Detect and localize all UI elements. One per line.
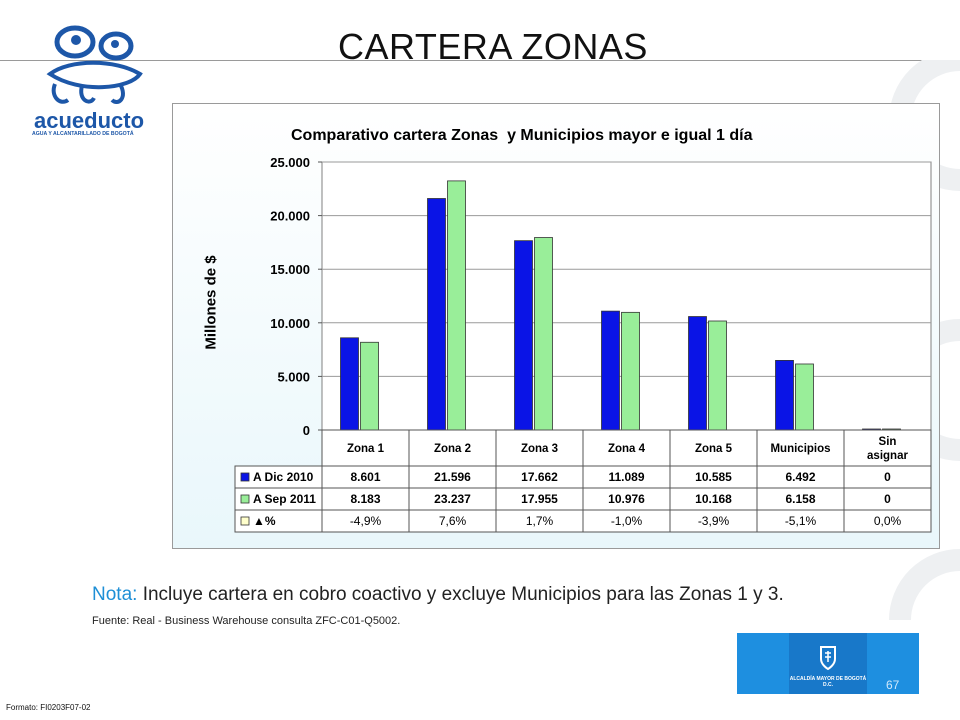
data-label: 23.237 [434, 492, 471, 506]
bar-dic-2010 [688, 316, 707, 431]
source-line: Fuente: Real - Business Warehouse consul… [92, 615, 401, 627]
y-tick-label: 0 [303, 423, 310, 438]
data-label: 10.585 [695, 470, 732, 484]
data-label: 6.492 [785, 470, 815, 484]
category-label: Municipios [770, 443, 830, 455]
bar-sep-2011 [534, 237, 553, 431]
data-label: 0,0% [874, 514, 902, 528]
chart-frame: Comparativo cartera Zonas y Municipios m… [172, 103, 940, 549]
data-label: 11.089 [608, 470, 644, 484]
y-tick-label: 25.000 [270, 155, 310, 170]
logo-subtitle: AGUA Y ALCANTARILLADO DE BOGOTÁ [32, 131, 134, 137]
bar-sep-2011 [447, 180, 466, 431]
bar-dic-2010 [601, 310, 620, 431]
data-label: 8.601 [350, 470, 380, 484]
coat-of-arms-icon [820, 646, 836, 671]
legend-swatch [240, 472, 250, 482]
legend-label: A Sep 2011 [253, 492, 316, 506]
legend-label: A Dic 2010 [253, 470, 314, 484]
logo-word: acueducto [34, 108, 145, 133]
legend-swatch [240, 516, 250, 526]
y-tick-label: 10.000 [270, 316, 310, 331]
bar-chart: 0 5.000 10.000 15.000 20.000 25.000 Zona 1 Zona… [234, 155, 932, 533]
badge-text: ALCALDÍA MAYOR DE BOGOTÁ D.C. [789, 676, 867, 688]
frog-logo-icon [46, 25, 143, 104]
bar-sep-2011 [708, 320, 727, 431]
data-table-header [321, 429, 932, 467]
category-label: Zona 3 [521, 443, 558, 455]
data-label: -4,9% [350, 514, 382, 528]
data-label: 8.183 [350, 492, 380, 506]
category-label: Zona 2 [434, 443, 471, 455]
bar-dic-2010 [775, 360, 794, 431]
data-label: -3,9% [698, 514, 730, 528]
formato-code: Formato: FI0203F07-02 [6, 703, 91, 712]
footnote: Nota: Incluye cartera en cobro coactivo … [92, 584, 784, 606]
data-label: 1,7% [526, 514, 554, 528]
bar-dic-2010 [427, 198, 446, 431]
data-label: 0 [884, 492, 891, 506]
data-label: -5,1% [785, 514, 817, 528]
note-prefix: Nota: [92, 584, 138, 605]
y-tick-label: 5.000 [277, 369, 310, 384]
data-label: 10.976 [608, 492, 645, 506]
bar-dic-2010 [514, 240, 533, 431]
category-label: Zona 5 [695, 443, 733, 455]
legend-swatch [240, 494, 250, 504]
note-text: Incluye cartera en cobro coactivo y excl… [137, 584, 784, 605]
data-label: 6.158 [785, 492, 815, 506]
bar-dic-2010 [340, 337, 359, 431]
data-label: 21.596 [434, 470, 471, 484]
alcaldia-badge: ALCALDÍA MAYOR DE BOGOTÁ D.C. [737, 633, 919, 694]
category-label: asignar [867, 450, 908, 462]
title-rule [0, 60, 960, 61]
category-label: Sin [879, 436, 897, 448]
data-label: 0 [884, 470, 891, 484]
category-label: Zona 4 [608, 443, 646, 455]
category-label: Zona 1 [347, 443, 385, 455]
y-tick-label: 20.000 [270, 209, 310, 224]
data-label: 17.662 [521, 470, 558, 484]
data-label: 17.955 [521, 492, 558, 506]
y-tick-label: 15.000 [270, 262, 310, 277]
badge-panel [789, 633, 867, 694]
chart-title: Comparativo cartera Zonas y Municipios m… [291, 127, 753, 144]
legend-label: ▲% [253, 514, 276, 528]
page-number: 67 [886, 678, 900, 692]
slide-title: CARTERA ZONAS [338, 26, 648, 67]
data-label: -1,0% [611, 514, 643, 528]
data-label: 10.168 [695, 492, 732, 506]
bar-sep-2011 [795, 363, 814, 431]
bar-sep-2011 [621, 311, 640, 431]
data-label: 7,6% [439, 514, 467, 528]
bar-sep-2011 [360, 341, 379, 431]
